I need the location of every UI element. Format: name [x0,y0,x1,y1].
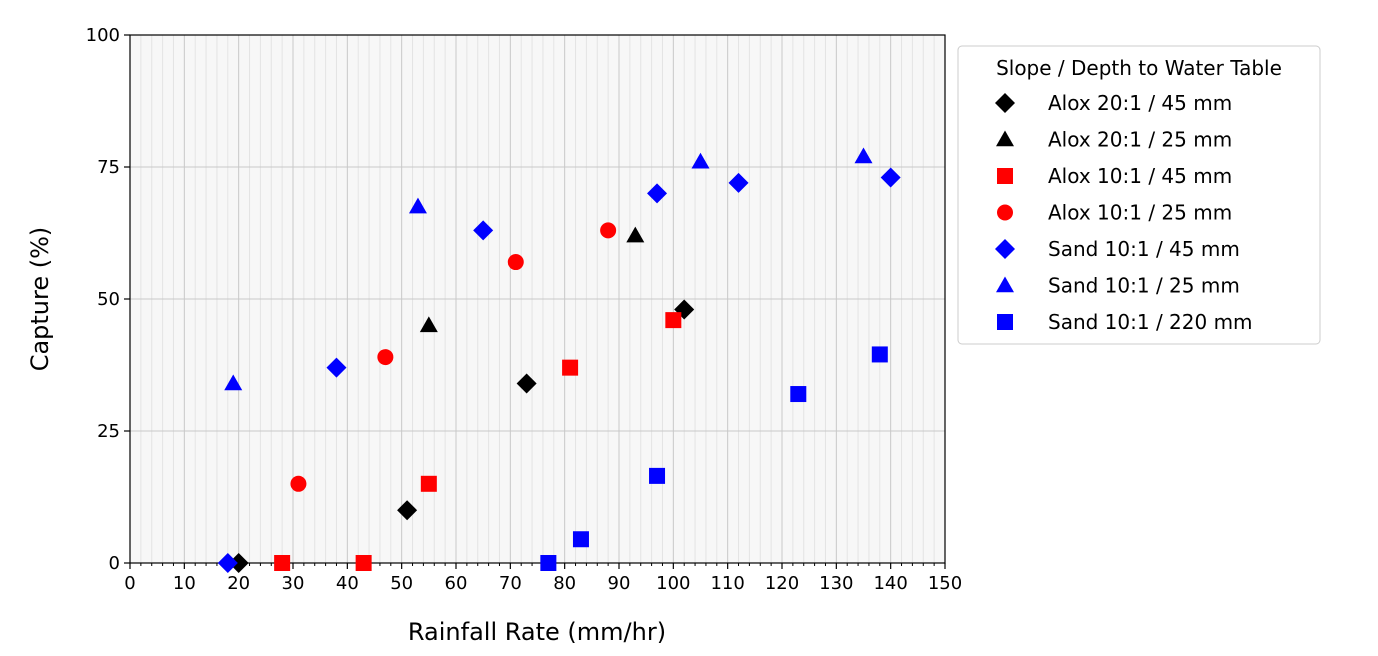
data-point [600,222,617,239]
data-point [728,172,749,193]
data-point [377,349,394,366]
data-point [355,555,372,571]
legend-label: Alox 20:1 / 45 mm [1048,91,1232,115]
x-axis-title: Rainfall Rate (mm/hr) [408,618,666,646]
legend-label: Alox 20:1 / 25 mm [1048,128,1232,152]
x-tick-label: 130 [819,573,853,594]
data-point [647,183,668,204]
data-point [290,475,307,492]
x-tick-label: 70 [499,573,522,594]
x-tick-label: 100 [656,573,690,594]
grid-lines [130,35,945,563]
y-tick-label: 25 [97,421,120,442]
data-point [880,167,901,188]
legend: Slope / Depth to Water Table Alox 20:1 /… [957,45,1321,345]
x-tick-label: 90 [608,573,631,594]
data-point [419,316,438,333]
y-tick-label: 100 [86,25,120,46]
x-tick-label: 140 [873,573,907,594]
y-tick-label: 50 [97,289,120,310]
x-tick-label: 110 [710,573,744,594]
x-tick-label: 50 [390,573,413,594]
data-point [274,555,291,571]
legend-marker [996,276,1014,293]
x-tick-label: 40 [336,573,359,594]
data-point [871,346,888,363]
data-point [649,467,666,484]
data-point [224,374,243,391]
data-point [790,386,807,403]
legend-marker [997,168,1013,184]
x-tick-label: 30 [282,573,305,594]
x-tick-label: 60 [445,573,468,594]
data-point [217,553,238,573]
legend-box [957,45,1321,345]
data-point [626,226,645,243]
y-tick-label: 75 [97,157,120,178]
x-tick-label: 120 [765,573,799,594]
x-tick-label: 10 [173,573,196,594]
legend-label: Sand 10:1 / 45 mm [1048,237,1240,261]
legend-marker [995,239,1015,259]
data-markers [217,147,901,573]
legend-label: Alox 10:1 / 25 mm [1048,201,1232,225]
y-axis-title: Capture (%) [26,227,54,372]
data-point [665,312,682,329]
legend-marker [997,204,1013,221]
data-point [854,147,873,164]
x-tick-label: 150 [928,573,962,594]
legend-label: Sand 10:1 / 25 mm [1048,274,1240,298]
data-point [420,475,437,492]
x-tick-label: 80 [553,573,576,594]
legend-label: Alox 10:1 / 45 mm [1048,164,1232,188]
data-point [228,553,249,573]
data-point [397,500,418,521]
data-point [408,197,427,214]
legend-title: Slope / Depth to Water Table [996,56,1282,80]
axis-ticks: 0 10 20 30 40 50 60 70 80 90 100 110 120 130 140 150 0 25… [86,25,963,594]
data-point [507,254,524,271]
data-point [516,373,537,394]
legend-marker [995,93,1015,113]
legend-label: Sand 10:1 / 220 mm [1048,310,1253,334]
data-point [540,555,557,571]
x-tick-label: 20 [227,573,250,594]
data-point [572,531,589,548]
data-point [691,152,710,169]
data-point [562,359,579,376]
legend-marker [997,314,1013,330]
y-tick-label: 0 [109,553,120,574]
legend-marker [996,130,1014,147]
data-point [473,220,494,241]
x-tick-label: 0 [124,573,135,594]
data-point [326,357,347,378]
